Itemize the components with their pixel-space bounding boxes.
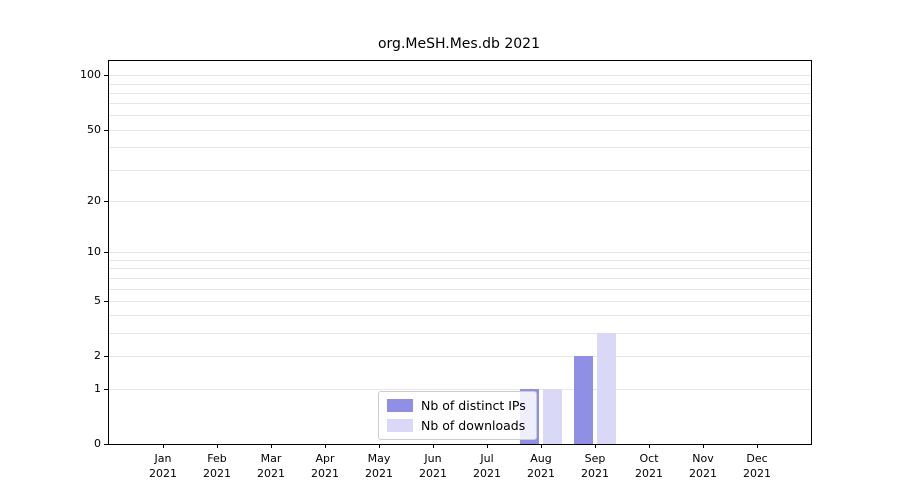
y-tick-label: 20 [87, 194, 101, 207]
x-tick-mark [217, 444, 218, 448]
x-tick-mark [163, 444, 164, 448]
gridline [109, 315, 811, 316]
y-tick-label: 1 [94, 382, 101, 395]
gridline [109, 289, 811, 290]
x-tick-mark [325, 444, 326, 448]
bar-distinct-ips [574, 356, 593, 444]
y-tick-label: 0 [94, 437, 101, 450]
gridline [109, 93, 811, 94]
x-tick-mark [649, 444, 650, 448]
y-tick-label: 2 [94, 349, 101, 362]
x-tick-mark [433, 444, 434, 448]
gridline [109, 301, 811, 302]
gridline [109, 147, 811, 148]
legend-label: Nb of downloads [421, 418, 526, 433]
x-tick-mark [487, 444, 488, 448]
x-tick-label: Jan 2021 [149, 452, 177, 480]
gridline [109, 333, 811, 334]
gridline [109, 278, 811, 279]
y-tick-mark [104, 130, 108, 131]
x-tick-label: Sep 2021 [581, 452, 609, 480]
x-tick-label: Mar 2021 [257, 452, 285, 480]
y-tick-label: 10 [87, 245, 101, 258]
x-tick-mark [703, 444, 704, 448]
gridline [109, 201, 811, 202]
x-tick-label: Aug 2021 [527, 452, 555, 480]
x-tick-mark [379, 444, 380, 448]
x-tick-label: Feb 2021 [203, 452, 231, 480]
gridline [109, 84, 811, 85]
y-tick-mark [104, 389, 108, 390]
gridline [109, 389, 811, 390]
y-tick-mark [104, 356, 108, 357]
gridline [109, 356, 811, 357]
x-tick-label: Nov 2021 [689, 452, 717, 480]
y-tick-mark [104, 75, 108, 76]
x-tick-label: May 2021 [365, 452, 393, 480]
y-tick-mark [104, 201, 108, 202]
bar-downloads [543, 389, 562, 444]
gridline [109, 252, 811, 253]
gridline [109, 115, 811, 116]
legend-label: Nb of distinct IPs [421, 398, 526, 413]
gridline [109, 103, 811, 104]
legend-swatch-icon [387, 399, 413, 412]
x-tick-label: Oct 2021 [635, 452, 663, 480]
y-tick-mark [104, 252, 108, 253]
gridline [109, 130, 811, 131]
y-tick-mark [104, 444, 108, 445]
x-tick-mark [541, 444, 542, 448]
gridline [109, 75, 811, 76]
x-tick-label: Jul 2021 [473, 452, 501, 480]
x-tick-mark [757, 444, 758, 448]
gridline [109, 260, 811, 261]
legend-swatch-icon [387, 419, 413, 432]
plot-area: 0 1 2 5 10 20 50 100 Jan 2021 Feb 2021 Mar 2021 Apr… [80, 60, 812, 480]
gridline [109, 170, 811, 171]
legend-entry: Nb of downloads [387, 418, 526, 433]
x-tick-label: Apr 2021 [311, 452, 339, 480]
y-tick-label: 5 [94, 294, 101, 307]
x-tick-label: Jun 2021 [419, 452, 447, 480]
x-tick-mark [271, 444, 272, 448]
bar-downloads [597, 333, 616, 444]
y-tick-label: 50 [87, 123, 101, 136]
legend: Nb of distinct IPs Nb of downloads [378, 391, 537, 440]
y-tick-mark [104, 301, 108, 302]
y-tick-label: 100 [80, 68, 101, 81]
legend-entry: Nb of distinct IPs [387, 398, 526, 413]
x-tick-mark [595, 444, 596, 448]
chart-title: org.MeSH.Mes.db 2021 [377, 36, 540, 52]
gridline [109, 268, 811, 269]
x-tick-label: Dec 2021 [743, 452, 771, 480]
